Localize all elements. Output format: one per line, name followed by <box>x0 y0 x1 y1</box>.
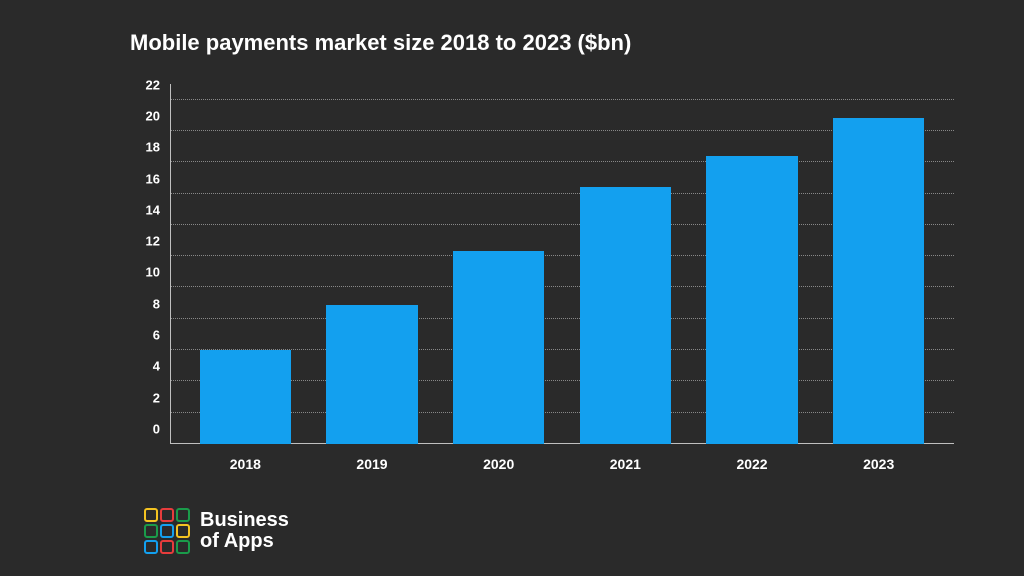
logo-cell <box>144 524 158 538</box>
logo-cell <box>144 540 158 554</box>
logo-cell <box>176 540 190 554</box>
bar-slot <box>182 84 309 444</box>
bar-slot <box>562 84 689 444</box>
chart-container: Mobile payments market size 2018 to 2023… <box>0 0 1024 576</box>
logo-cell <box>160 524 174 538</box>
bar-slot <box>435 84 562 444</box>
x-tick-label: 2023 <box>815 456 942 472</box>
bar-slot <box>815 84 942 444</box>
logo-line-2: of Apps <box>200 531 289 552</box>
chart-title: Mobile payments market size 2018 to 2023… <box>130 30 974 56</box>
y-tick-label: 6 <box>153 328 160 343</box>
logo-cell <box>160 508 174 522</box>
y-tick-label: 12 <box>146 234 160 249</box>
x-tick-label: 2019 <box>309 456 436 472</box>
bar <box>326 305 417 444</box>
y-tick-label: 2 <box>153 390 160 405</box>
y-tick-label: 20 <box>146 108 160 123</box>
plot-area: 0246810121416182022 <box>170 84 954 444</box>
logo-grid-icon <box>144 508 190 554</box>
bar <box>580 187 671 444</box>
bar-slot <box>689 84 816 444</box>
y-tick-label: 4 <box>153 359 160 374</box>
logo-cell <box>176 508 190 522</box>
y-tick-label: 14 <box>146 202 160 217</box>
y-tick-label: 0 <box>153 422 160 437</box>
x-tick-label: 2018 <box>182 456 309 472</box>
logo-cell <box>144 508 158 522</box>
logo-text: Business of Apps <box>200 510 289 552</box>
bars-layer <box>170 84 954 444</box>
bar <box>200 350 291 444</box>
brand-logo: Business of Apps <box>144 508 289 554</box>
y-tick-label: 8 <box>153 296 160 311</box>
bar <box>706 156 797 444</box>
bar <box>833 118 924 444</box>
logo-cell <box>176 524 190 538</box>
y-tick-label: 22 <box>146 77 160 92</box>
logo-line-1: Business <box>200 510 289 531</box>
bar <box>453 251 544 444</box>
logo-cell <box>160 540 174 554</box>
y-tick-label: 10 <box>146 265 160 280</box>
y-tick-label: 18 <box>146 140 160 155</box>
x-axis-labels: 201820192020202120222023 <box>170 444 954 472</box>
bar-slot <box>309 84 436 444</box>
y-tick-label: 16 <box>146 171 160 186</box>
x-tick-label: 2020 <box>435 456 562 472</box>
x-tick-label: 2021 <box>562 456 689 472</box>
x-tick-label: 2022 <box>689 456 816 472</box>
